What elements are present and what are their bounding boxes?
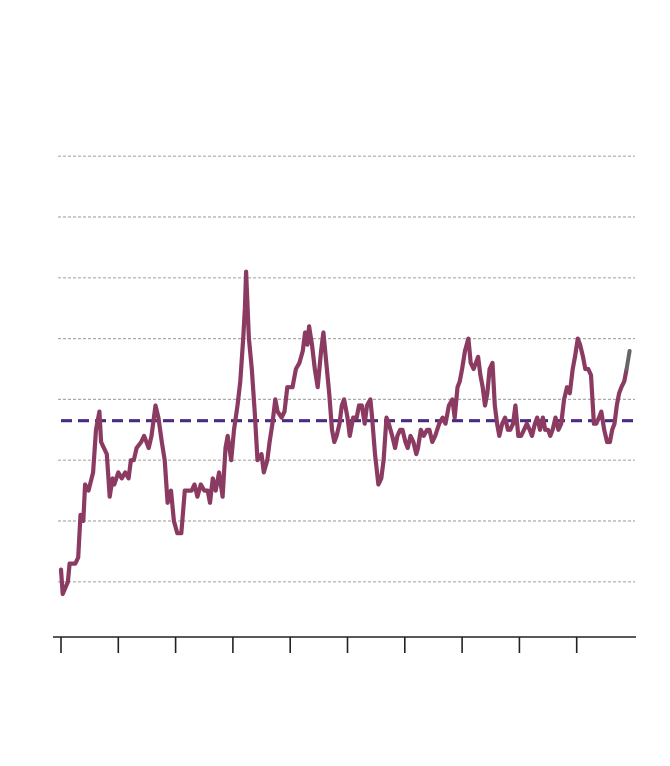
x-axis [53, 636, 636, 653]
grid-lines [58, 155, 635, 583]
series-group [58, 269, 632, 597]
series-line-0 [58, 269, 629, 597]
series-end-segment [624, 349, 632, 371]
